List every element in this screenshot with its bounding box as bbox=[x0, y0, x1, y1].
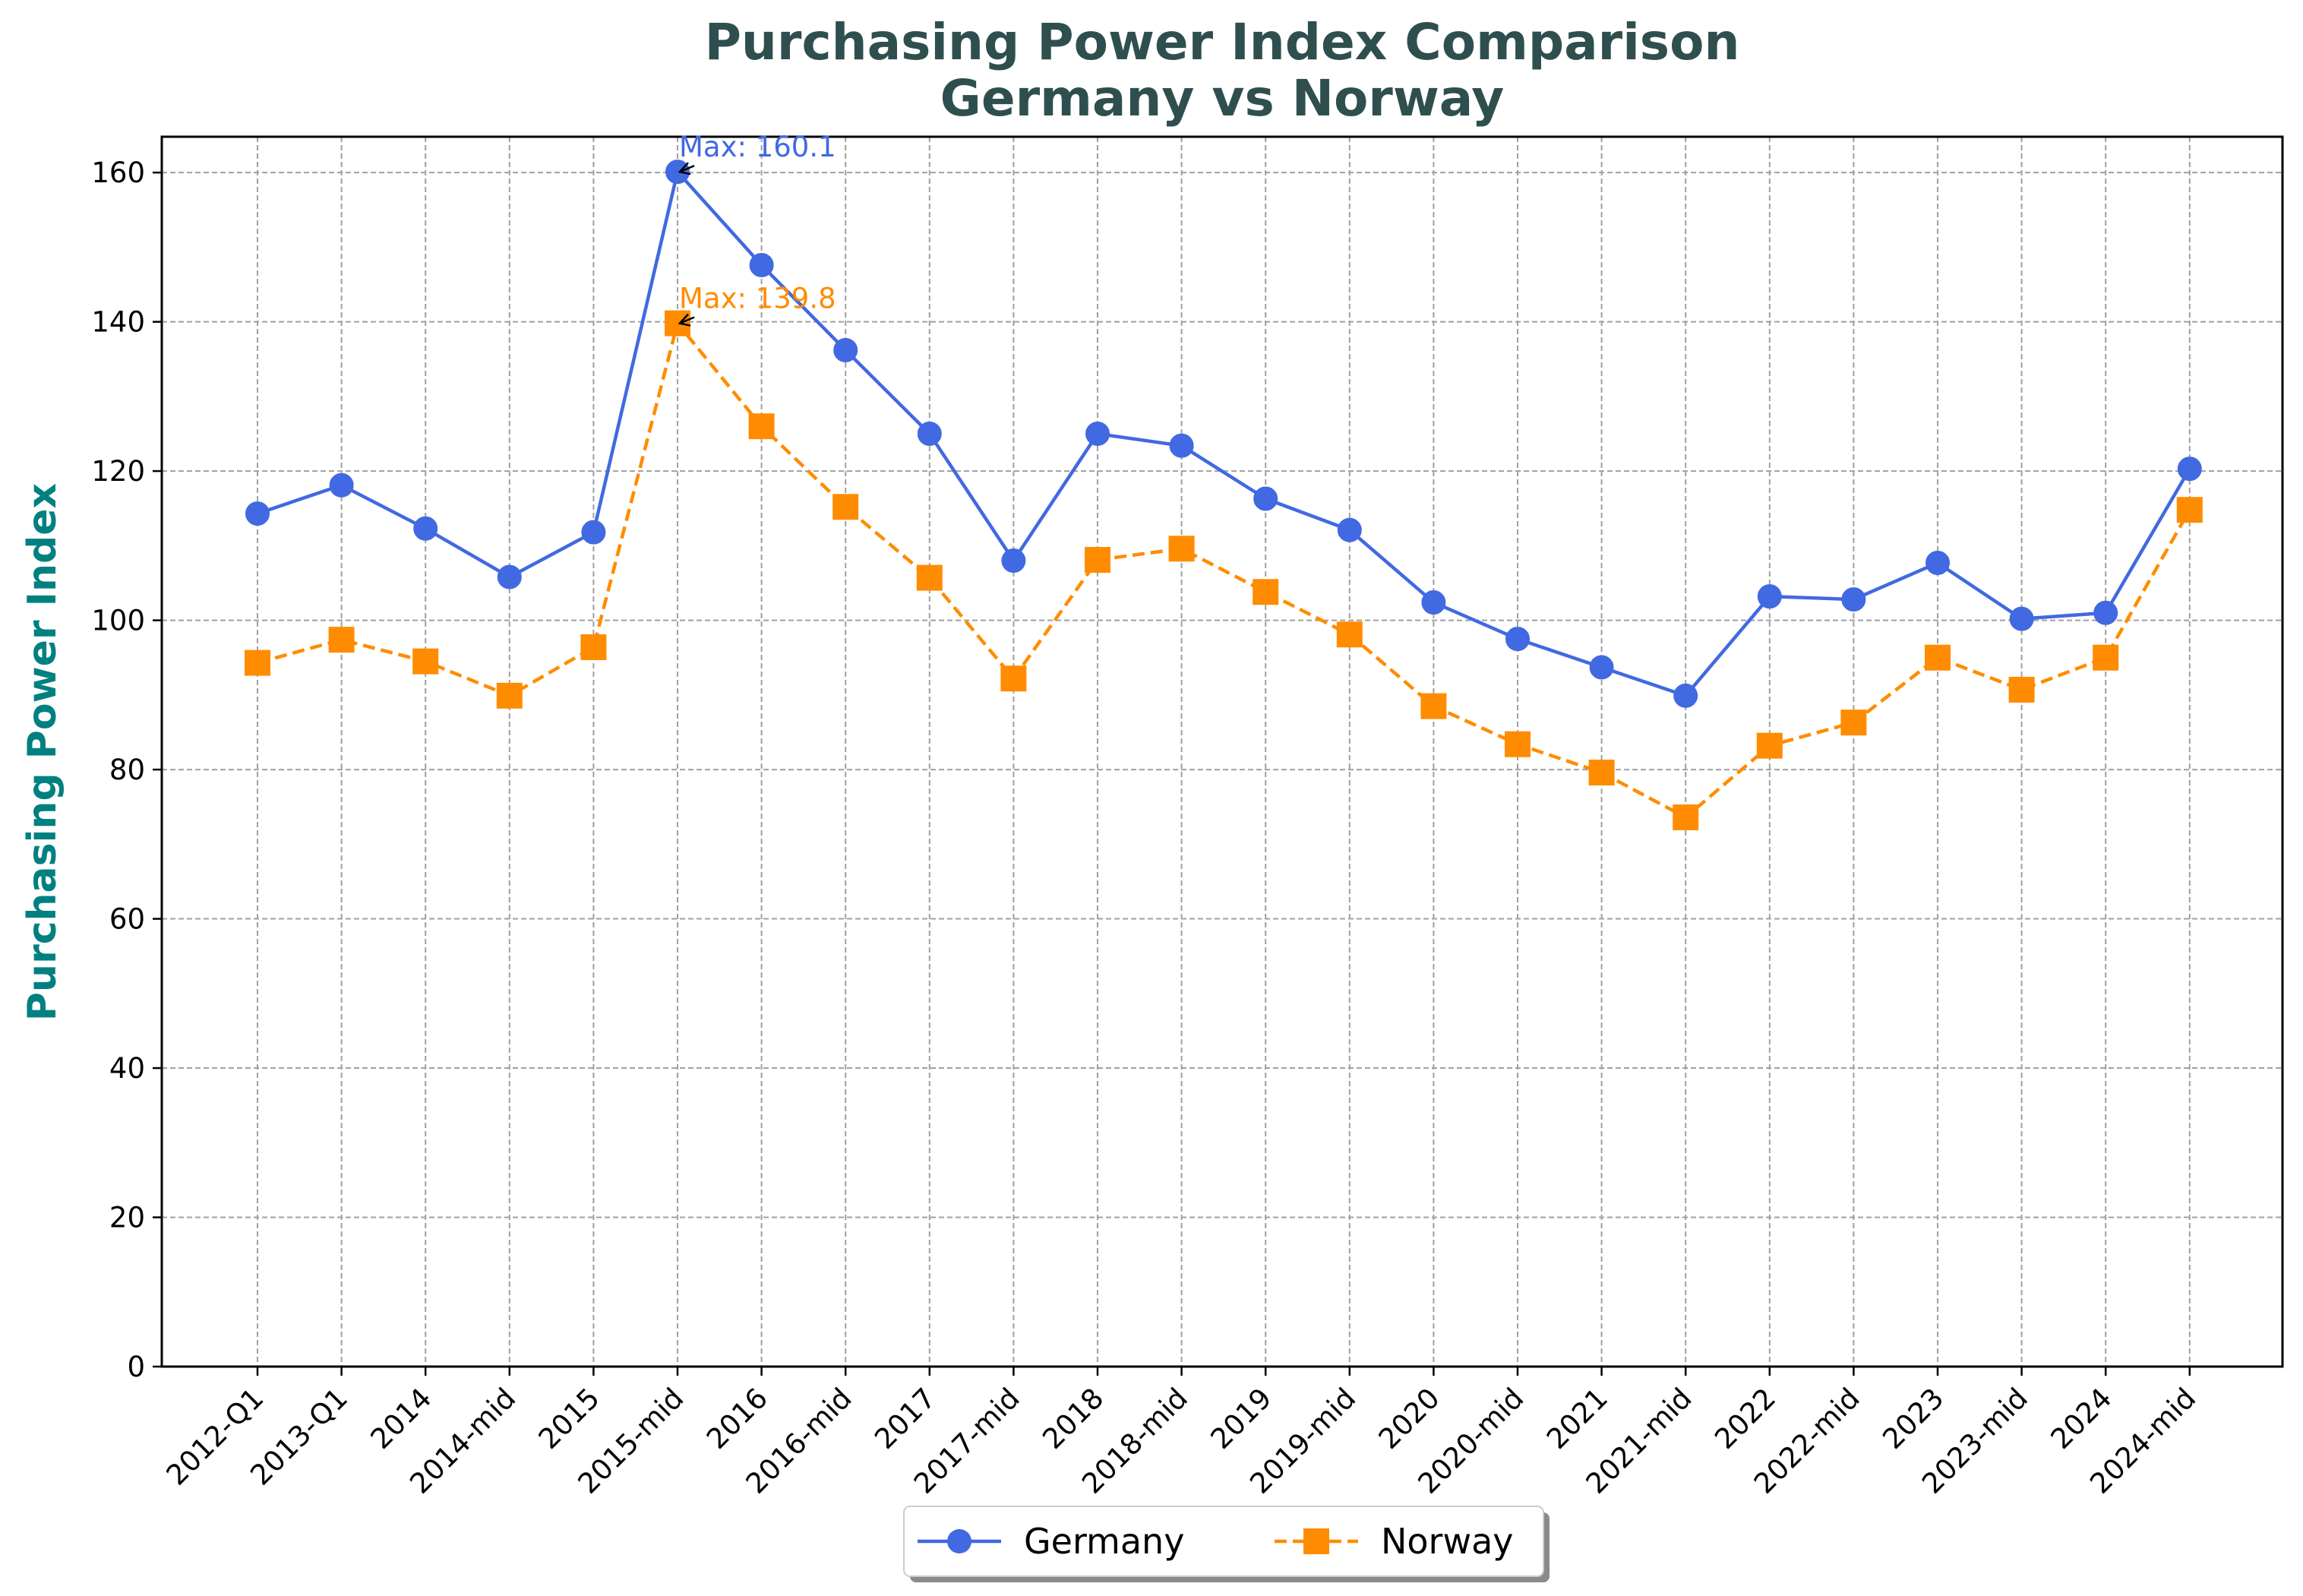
x-tick-label: 2024 bbox=[2045, 1382, 2118, 1455]
data-point-germany bbox=[1589, 655, 1614, 680]
data-point-germany bbox=[1337, 517, 1362, 542]
data-point-germany bbox=[1757, 584, 1782, 609]
y-tick-label: 100 bbox=[91, 605, 145, 637]
legend-box bbox=[903, 1506, 1544, 1577]
series-line-germany bbox=[257, 169, 2191, 698]
data-point-norway bbox=[2176, 497, 2203, 523]
y-tick-label: 140 bbox=[91, 306, 145, 339]
data-point-germany bbox=[1421, 590, 1446, 615]
annotation-arrow bbox=[679, 165, 695, 173]
x-tick-label: 2016 bbox=[700, 1382, 774, 1455]
data-point-germany bbox=[2009, 606, 2034, 631]
y-axis-label: Purchasing Power Index bbox=[20, 483, 65, 1021]
data-point-norway bbox=[1420, 693, 1447, 719]
chart-title: Purchasing Power Index Comparison German… bbox=[705, 13, 1740, 128]
annotation-arrow bbox=[679, 316, 695, 324]
legend-marker-germany bbox=[947, 1529, 971, 1553]
data-point-norway bbox=[2093, 644, 2119, 671]
data-point-norway bbox=[328, 627, 355, 653]
data-point-norway bbox=[1336, 621, 1363, 648]
data-point-germany bbox=[2177, 457, 2202, 482]
x-tick-label: 2015 bbox=[532, 1382, 606, 1455]
y-tick-label: 60 bbox=[109, 903, 145, 936]
data-point-norway bbox=[665, 310, 690, 337]
data-point-norway bbox=[1588, 760, 1615, 786]
legend: Germany Norway bbox=[903, 1506, 1550, 1582]
data-point-norway bbox=[412, 648, 439, 675]
data-point-germany bbox=[1253, 486, 1278, 511]
annotations: Max: 160.1 Max: 139.8 bbox=[678, 131, 836, 327]
data-point-norway bbox=[580, 634, 607, 660]
chart-title-line2: Germany vs Norway bbox=[940, 69, 1505, 128]
x-tick-label: 2021 bbox=[1540, 1382, 1614, 1455]
y-tick-label: 160 bbox=[91, 156, 145, 189]
data-point-norway bbox=[832, 494, 859, 520]
data-point-norway bbox=[748, 413, 775, 440]
data-point-germany bbox=[2093, 600, 2118, 625]
data-point-germany bbox=[1841, 587, 1866, 612]
data-point-germany bbox=[413, 516, 438, 541]
annotation-arrowhead bbox=[678, 313, 691, 327]
data-point-norway bbox=[1756, 732, 1783, 759]
series-line-norway bbox=[257, 321, 2191, 820]
data-point-germany bbox=[1169, 433, 1194, 458]
plot-frame bbox=[160, 135, 2284, 1368]
legend-label-germany: Germany bbox=[1024, 1521, 1184, 1562]
legend-label-norway: Norway bbox=[1381, 1521, 1514, 1562]
annotation-max-germany: Max: 160.1 bbox=[679, 131, 836, 163]
series-layer bbox=[245, 160, 2203, 830]
data-point-germany bbox=[1505, 627, 1530, 652]
legend-entry-germany: Germany bbox=[918, 1521, 1184, 1562]
data-point-germany bbox=[665, 160, 690, 185]
legend-entry-norway: Norway bbox=[1275, 1521, 1514, 1562]
x-tick-label: 2017 bbox=[868, 1382, 942, 1455]
series-germany bbox=[245, 160, 2202, 708]
y-tick-label: 0 bbox=[127, 1351, 145, 1383]
data-point-germany bbox=[917, 421, 942, 446]
data-point-norway bbox=[1000, 665, 1027, 692]
data-point-germany bbox=[329, 472, 354, 498]
x-tick-label: 2020 bbox=[1373, 1382, 1446, 1455]
data-point-germany bbox=[833, 337, 858, 362]
data-point-germany bbox=[245, 501, 270, 526]
data-point-germany bbox=[1085, 421, 1110, 446]
data-point-norway bbox=[496, 682, 523, 709]
data-point-norway bbox=[1253, 579, 1279, 605]
annotation-arrowhead bbox=[678, 162, 691, 175]
data-point-germany bbox=[749, 252, 774, 277]
y-tick-label: 80 bbox=[109, 754, 145, 786]
data-point-norway bbox=[916, 564, 943, 591]
y-tick-label: 120 bbox=[91, 455, 145, 488]
data-point-germany bbox=[1001, 548, 1026, 574]
x-tick-label: 2014 bbox=[365, 1382, 438, 1455]
data-point-norway bbox=[1505, 731, 1531, 757]
x-tick-label: 2018 bbox=[1036, 1382, 1110, 1455]
legend-marker-norway bbox=[1303, 1528, 1329, 1554]
data-point-germany bbox=[1673, 683, 1698, 708]
x-tick-label: 2023 bbox=[1876, 1382, 1950, 1455]
chart-title-line1: Purchasing Power Index Comparison bbox=[705, 13, 1740, 71]
y-tick-label: 40 bbox=[109, 1052, 145, 1085]
data-point-norway bbox=[2008, 676, 2035, 703]
annotation-max-norway: Max: 139.8 bbox=[679, 283, 836, 315]
data-point-norway bbox=[1168, 536, 1195, 562]
data-point-norway bbox=[1085, 547, 1110, 574]
data-point-germany bbox=[581, 520, 606, 545]
y-tick-label: 20 bbox=[109, 1202, 145, 1234]
x-tick-label: 2019 bbox=[1205, 1382, 1278, 1455]
series-norway bbox=[245, 310, 2203, 830]
grid bbox=[162, 137, 2282, 1367]
data-point-norway bbox=[1673, 804, 1699, 830]
x-tick-label: 2022 bbox=[1708, 1382, 1782, 1455]
data-point-norway bbox=[245, 649, 270, 676]
data-point-norway bbox=[1840, 710, 1867, 736]
data-point-norway bbox=[1925, 644, 1951, 671]
data-point-germany bbox=[1925, 550, 1950, 575]
data-point-germany bbox=[497, 564, 522, 589]
